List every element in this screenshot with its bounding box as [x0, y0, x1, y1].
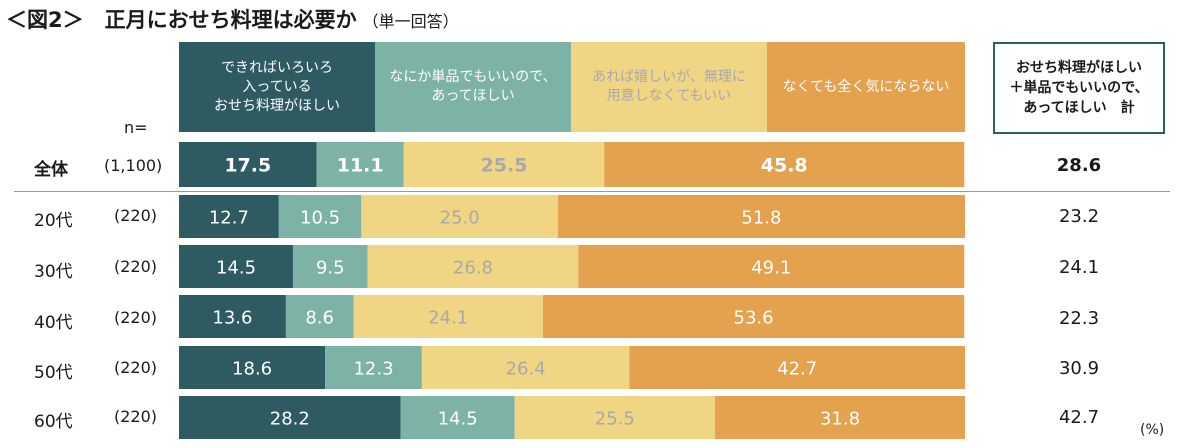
total-value-60s: 42.7 [1058, 407, 1100, 428]
bar-segment-40s-series-4 [542, 295, 965, 338]
row-n-60s: (220) [114, 407, 158, 426]
bar-segment-50s-series-2 [325, 346, 422, 389]
bar-segment-20s-series-2 [278, 195, 362, 238]
bar-label-60s-series-3: 25.5 [595, 409, 635, 430]
total-value-50s: 30.9 [1058, 358, 1100, 379]
bar-label-40s-series-4: 53.6 [734, 308, 774, 329]
bar-segment-overall-series-4 [604, 142, 965, 187]
legend-series-1-label: できればいろいろ 入っている おせち料理がほしい [214, 59, 340, 114]
bar-label-overall-series-2: 11.1 [337, 155, 384, 177]
total-value-30s: 24.1 [1058, 257, 1100, 278]
row-n-50s: (220) [114, 358, 158, 377]
bar-label-30s-series-2: 9.5 [316, 258, 345, 279]
bar-segment-30s-series-2 [292, 245, 368, 288]
bar-segment-40s-series-3 [353, 295, 543, 338]
bar-label-60s-series-4: 31.8 [820, 409, 860, 430]
bar-segment-30s-series-3 [367, 245, 579, 288]
bar-label-overall-series-3: 25.5 [481, 155, 528, 177]
bar-segment-overall-series-1 [179, 142, 317, 187]
bar-label-30s-series-4: 49.1 [751, 258, 791, 279]
bar-segment-30s-series-1 [179, 245, 293, 288]
total-column-header-label: おせち料理がほしい ＋単品でもいいので、 あってほしい 計 [1009, 60, 1149, 116]
bar-segment-60s-series-3 [514, 396, 716, 439]
bar-label-50s-series-1: 18.6 [232, 359, 272, 380]
chart-subtitle: （単一回答） [362, 12, 459, 31]
row-n-30s: (220) [114, 257, 158, 276]
row-n-40s: (220) [114, 308, 158, 327]
legend-series-4-label: なくても全く気にならない [782, 78, 950, 95]
bar-segment-40s-series-2 [285, 295, 354, 338]
bar-segment-50s-series-3 [421, 346, 630, 389]
row-label-30s: 30代 [34, 262, 73, 282]
bar-segment-60s-series-1 [179, 396, 401, 439]
n-label: n= [124, 118, 148, 137]
row-n-overall: (1,100) [104, 156, 163, 175]
row-label-40s: 40代 [34, 313, 73, 333]
bar-segment-20s-series-3 [361, 195, 558, 238]
bar-segment-20s-series-4 [557, 195, 965, 238]
row-n-20s: (220) [114, 206, 158, 225]
legend-series-4: なくても全く気にならない [767, 42, 965, 132]
row-label-overall: 全体 [34, 160, 68, 180]
bar-label-50s-series-3: 26.4 [506, 359, 546, 380]
legend-series-1: できればいろいろ 入っている おせち料理がほしい [179, 42, 375, 132]
bar-label-50s-series-2: 12.3 [353, 359, 393, 380]
row-label-20s: 20代 [34, 211, 73, 231]
bar-label-20s-series-2: 10.5 [300, 208, 340, 229]
bar-label-40s-series-2: 8.6 [305, 308, 334, 329]
total-column-header: おせち料理がほしい ＋単品でもいいので、 あってほしい 計 [993, 42, 1165, 134]
total-value-20s: 23.2 [1058, 206, 1100, 227]
bar-segment-overall-series-2 [316, 142, 404, 187]
bar-label-50s-series-4: 42.7 [777, 359, 817, 380]
legend-series-3: あれば嬉しいが、無理に 用意しなくてもいい [571, 42, 767, 132]
bar-label-30s-series-3: 26.8 [453, 258, 493, 279]
bar-label-60s-series-2: 14.5 [438, 409, 478, 430]
bar-segment-20s-series-1 [179, 195, 279, 238]
bar-segment-60s-series-2 [400, 396, 515, 439]
bar-segment-40s-series-1 [179, 295, 286, 338]
overall-divider [14, 191, 1170, 192]
chart-title: ＜図2＞ 正月におせち料理は必要か （単一回答） [6, 4, 459, 34]
bar-label-60s-series-1: 28.2 [270, 409, 310, 430]
bar-label-20s-series-4: 51.8 [741, 208, 781, 229]
row-label-60s: 60代 [34, 412, 73, 432]
total-value-40s: 22.3 [1058, 308, 1100, 329]
bar-label-40s-series-3: 24.1 [428, 308, 468, 329]
legend-series-2: なにか単品でもいいので、 あってほしい [375, 42, 571, 132]
bar-segment-overall-series-3 [403, 142, 605, 187]
bar-segment-50s-series-4 [629, 346, 965, 389]
row-label-50s: 50代 [34, 363, 73, 383]
bar-label-20s-series-1: 12.7 [209, 208, 249, 229]
unit-label: (%) [1140, 422, 1165, 438]
bar-label-30s-series-1: 14.5 [216, 258, 256, 279]
bar-label-overall-series-1: 17.5 [224, 155, 271, 177]
bar-segment-30s-series-4 [578, 245, 965, 288]
legend-series-3-label: あれば嬉しいが、無理に 用意しなくてもいい [592, 69, 746, 104]
legend-series-2-label: なにか単品でもいいので、 あってほしい [389, 69, 557, 104]
bar-label-20s-series-3: 25.0 [440, 208, 480, 229]
bar-label-40s-series-1: 13.6 [212, 308, 252, 329]
bar-label-overall-series-4: 45.8 [761, 155, 808, 177]
total-value-overall: 28.6 [1056, 155, 1102, 176]
bar-segment-50s-series-1 [179, 346, 326, 389]
bar-segment-60s-series-4 [715, 396, 965, 439]
title-text: ＜図2＞ 正月におせち料理は必要か [6, 8, 357, 32]
